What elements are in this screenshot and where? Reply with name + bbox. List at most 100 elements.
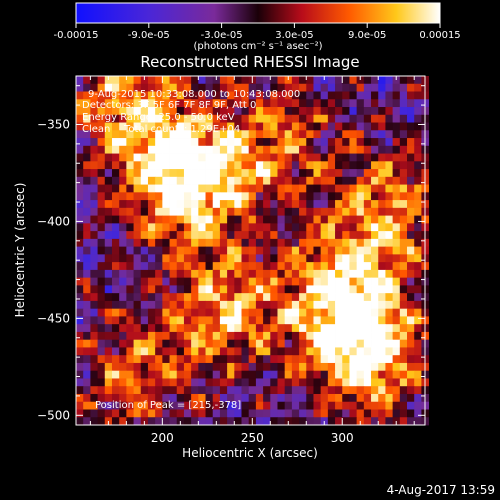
heatmap-cell — [162, 114, 170, 123]
heatmap-cell — [407, 153, 415, 162]
heatmap-cell — [270, 99, 278, 108]
heatmap-cell — [119, 246, 127, 255]
heatmap-cell — [83, 107, 91, 116]
heatmap-cell — [335, 192, 343, 201]
heatmap-cell — [399, 99, 408, 108]
heatmap-cell — [104, 300, 113, 310]
heatmap-cell — [234, 386, 242, 395]
heatmap-cell — [140, 138, 149, 147]
heatmap-cell — [356, 308, 365, 317]
heatmap-cell — [140, 378, 149, 387]
heatmap-cell — [147, 215, 156, 224]
heatmap-cell — [90, 409, 98, 418]
heatmap-cell — [320, 91, 329, 100]
heatmap-cell — [342, 169, 350, 178]
heatmap-cell — [147, 91, 156, 100]
heatmap-cell — [162, 215, 170, 224]
heatmap-cell — [291, 107, 300, 116]
heatmap-cell — [140, 285, 149, 294]
heatmap-cell — [248, 91, 257, 100]
heatmap-cell — [219, 176, 228, 185]
heatmap-cell — [277, 362, 286, 372]
heatmap-cell — [277, 300, 286, 310]
heatmap-cell — [414, 83, 422, 92]
heatmap-cell — [212, 370, 221, 379]
heatmap-cell — [313, 339, 322, 348]
heatmap-cell — [198, 316, 206, 325]
heatmap-cell — [133, 331, 142, 341]
heatmap-cell — [104, 192, 113, 201]
heatmap-cell — [313, 254, 322, 263]
heatmap-cell — [363, 122, 372, 131]
heatmap-cell — [277, 409, 286, 418]
heatmap-cell — [371, 161, 379, 170]
heatmap-cell — [248, 169, 257, 178]
heatmap-cell — [111, 339, 120, 348]
heatmap-cell — [291, 285, 300, 294]
heatmap-cell — [270, 269, 278, 279]
heatmap-cell — [349, 107, 358, 116]
heatmap-cell — [140, 386, 149, 395]
heatmap-cell — [133, 238, 142, 248]
heatmap-cell — [356, 192, 365, 201]
heatmap-cell — [335, 393, 343, 403]
heatmap-cell — [183, 331, 192, 341]
heatmap-cell — [356, 300, 365, 310]
heatmap-cell — [147, 409, 156, 418]
heatmap-cell — [140, 370, 149, 379]
heatmap-cell — [191, 300, 199, 310]
heatmap-cell — [219, 153, 228, 162]
heatmap-cell — [76, 386, 84, 395]
heatmap-cell — [248, 161, 257, 170]
heatmap-cell — [83, 417, 91, 426]
heatmap-cell — [76, 409, 84, 418]
heatmap-cell — [97, 107, 106, 116]
heatmap-cell — [126, 308, 134, 317]
heatmap-cell — [90, 184, 98, 193]
heatmap-cell — [327, 76, 336, 85]
heatmap-cell — [83, 362, 91, 372]
heatmap-cell — [104, 200, 113, 209]
colorbar: -0.00015 -9.0e-05 -3.0e-05 3.0e-05 9.0e-05 0.… — [54, 2, 461, 52]
heatmap-cell — [270, 161, 278, 170]
heatmap-cell — [90, 200, 98, 209]
heatmap-cell — [119, 370, 127, 379]
heatmap-cell — [414, 331, 422, 341]
heatmap-cell — [147, 339, 156, 348]
heatmap-cell — [313, 331, 322, 341]
heatmap-cell — [255, 145, 264, 154]
heatmap-cell — [155, 238, 163, 248]
heatmap-cell — [183, 223, 192, 232]
heatmap-cell — [378, 308, 386, 317]
heatmap-cell — [263, 262, 271, 271]
heatmap-cell — [111, 417, 120, 426]
heatmap-cell — [183, 308, 192, 317]
heatmap-cell — [191, 231, 199, 240]
heatmap-cell — [183, 76, 192, 85]
heatmap-cell — [241, 378, 250, 387]
heatmap-cell — [111, 91, 120, 100]
heatmap-cell — [176, 355, 185, 364]
heatmap-cell — [291, 393, 300, 403]
heatmap-cell — [97, 231, 106, 240]
heatmap-cell — [205, 277, 214, 286]
heatmap-cell — [162, 393, 170, 403]
heatmap-cell — [342, 347, 350, 356]
heatmap-cell — [335, 215, 343, 224]
heatmap-cell — [378, 238, 386, 248]
heatmap-cell — [248, 83, 257, 92]
heatmap-cell — [169, 246, 178, 255]
heatmap-cell — [198, 262, 206, 271]
heatmap-cell — [349, 331, 358, 341]
heatmap-cell — [349, 246, 358, 255]
heatmap-cell — [155, 386, 163, 395]
heatmap-cell — [169, 285, 178, 294]
heatmap-cell — [76, 300, 84, 310]
heatmap-cell — [313, 324, 322, 333]
heatmap-cell — [320, 347, 329, 356]
heatmap-cell — [399, 215, 408, 224]
heatmap-cell — [140, 231, 149, 240]
heatmap-cell — [342, 215, 350, 224]
heatmap-cell — [162, 324, 170, 333]
heatmap-cell — [263, 254, 271, 263]
